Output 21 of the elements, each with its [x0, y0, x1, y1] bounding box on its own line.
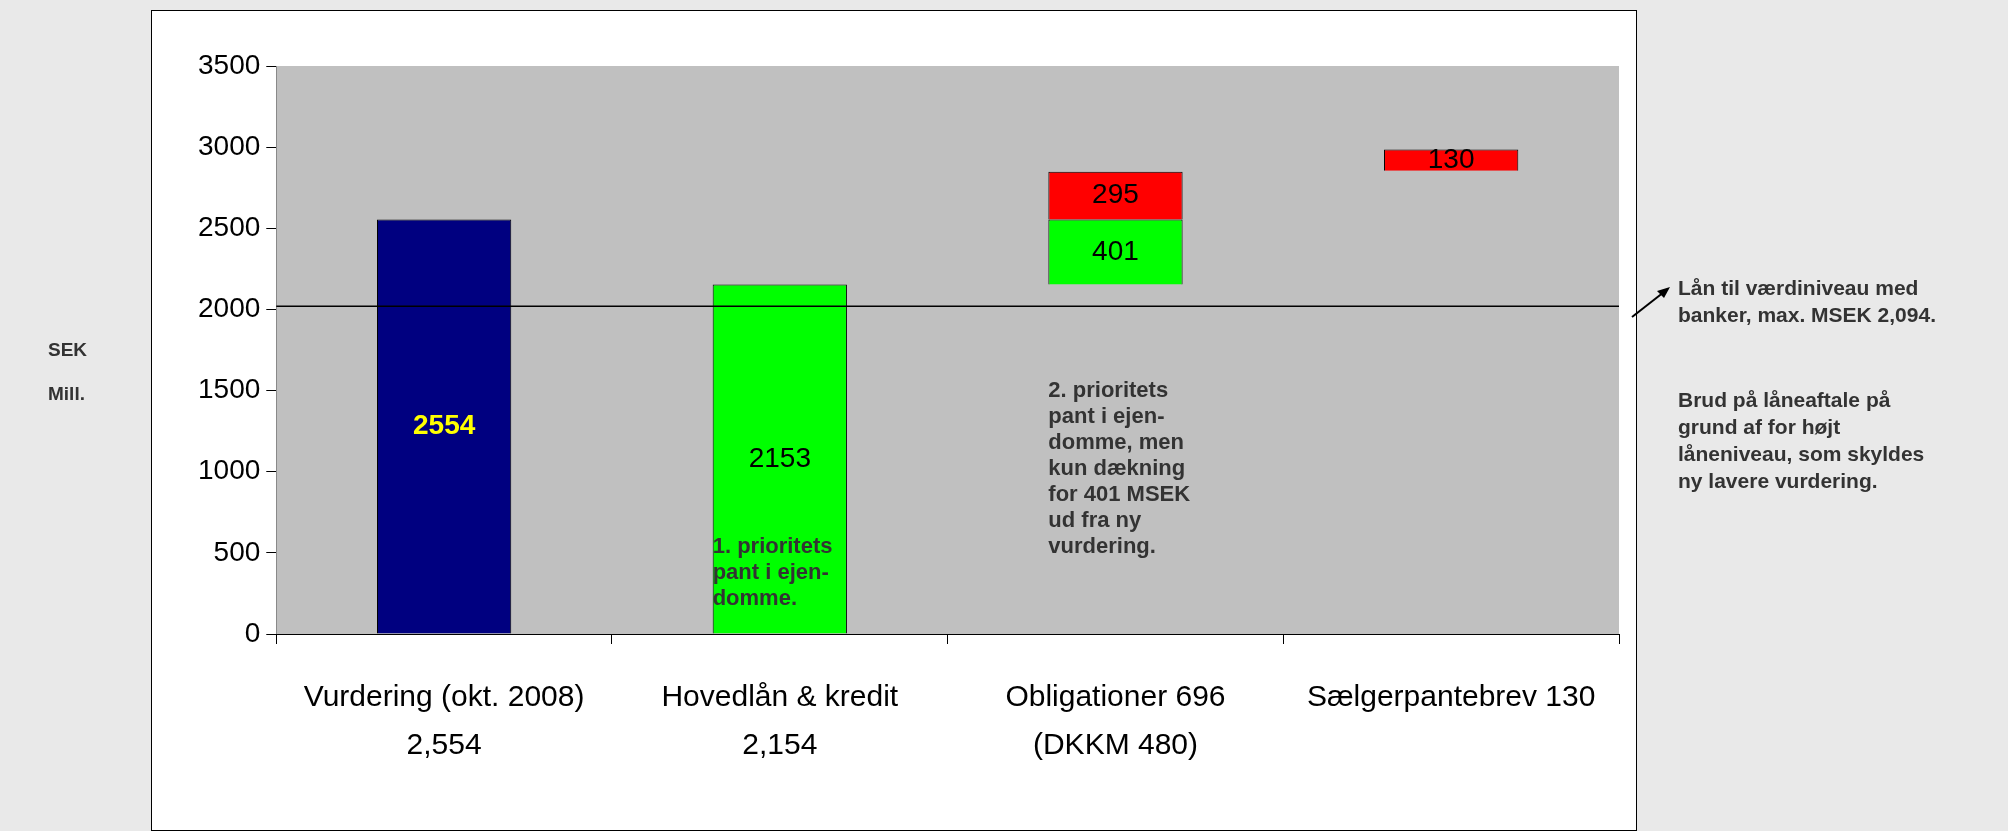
x-tick-label: Vurdering (okt. 2008) 2,554 — [303, 679, 585, 761]
y-tick-label: 1500 — [197, 373, 261, 405]
ref-line-label: Lån til værdiniveau med banker, max. MSEK 2,094. — [1678, 275, 1937, 328]
y-tick-label: 3500 — [197, 48, 261, 80]
text: SEK Mill. — [48, 339, 88, 404]
y-tick-label: 2000 — [197, 292, 261, 324]
y-tick-label: 2500 — [197, 211, 261, 242]
y-tick-label: 500 — [213, 535, 261, 567]
data-label: 295 — [1092, 178, 1139, 210]
y-tick-label: 1000 — [197, 454, 261, 486]
data-label: 2153 — [748, 441, 811, 473]
annotation: 2. prioritets pant i ejen-domme, men kun dækning for 401 MSEK ud fra ny vurdering. — [1048, 377, 1191, 559]
data-label: 130 — [1427, 142, 1475, 174]
text: Brud på låneaftale på grund af for højt låneniveau, som skyldes ny lavere vurdering. — [1678, 387, 1926, 494]
y-tick-label: 3000 — [197, 129, 261, 161]
x-tick-label: Hovedlån & kredit 2,154 — [661, 679, 899, 761]
x-tick-label: Sælgerpantebrev 130 — [1306, 679, 1596, 713]
x-tick-label: Obligationer 696 (DKKM 480) — [1005, 679, 1226, 761]
data-label: 401 — [1092, 234, 1139, 266]
data-label: 2554 — [412, 409, 476, 441]
y-tick-label: 0 — [244, 616, 261, 648]
